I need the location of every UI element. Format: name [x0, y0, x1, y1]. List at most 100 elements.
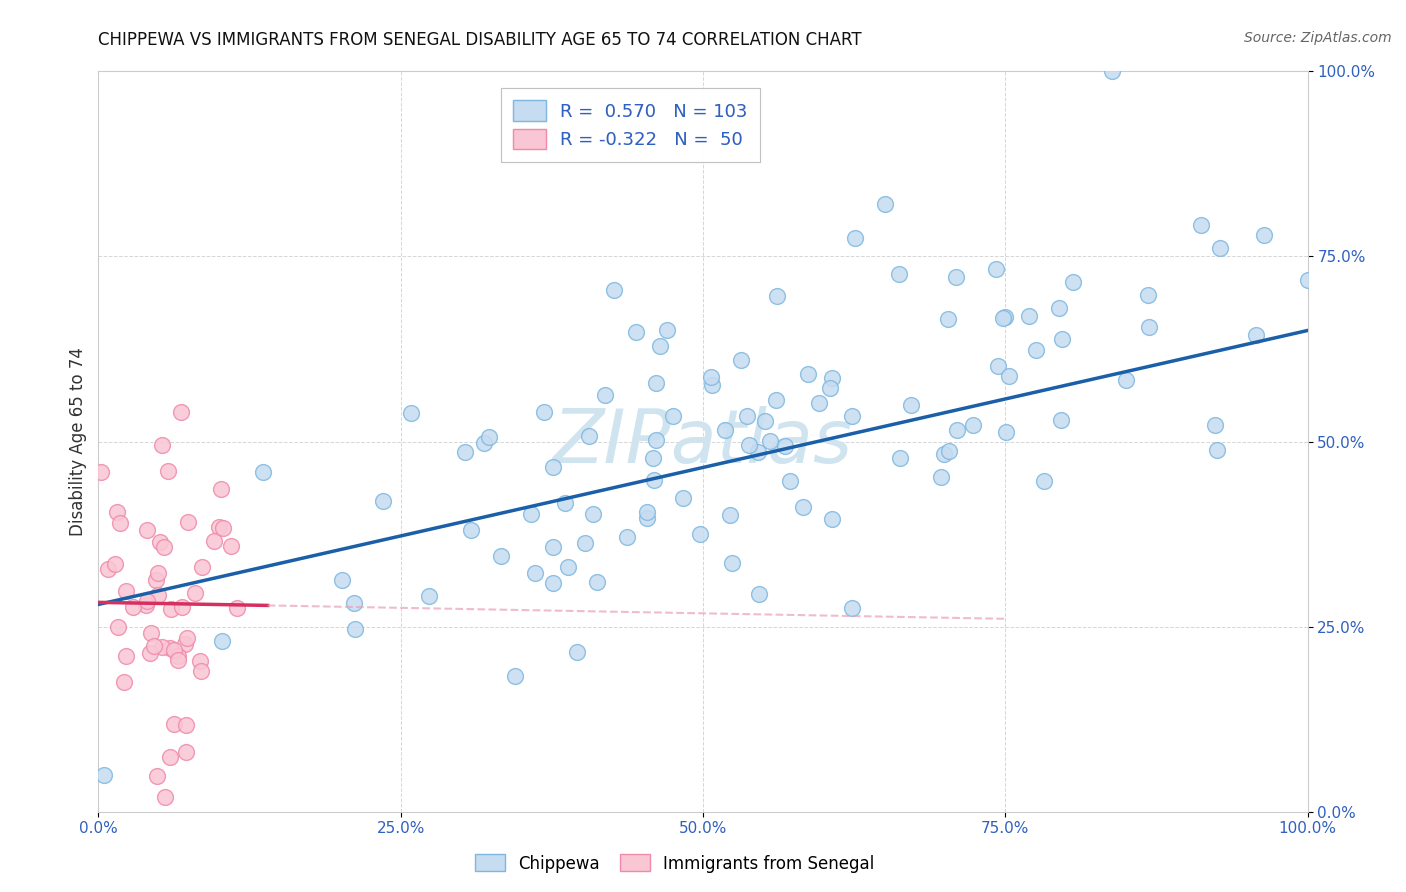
Point	[136, 593, 159, 607]
Point	[578, 429, 600, 443]
Point	[672, 491, 695, 505]
Point	[153, 540, 176, 554]
Point	[1047, 301, 1070, 315]
Point	[946, 423, 969, 437]
Point	[616, 530, 638, 544]
Point	[738, 438, 761, 452]
Point	[759, 434, 782, 449]
Point	[889, 267, 911, 281]
Point	[932, 447, 955, 461]
Point	[1018, 309, 1040, 323]
Point	[1052, 333, 1074, 347]
Point	[146, 769, 169, 783]
Point	[174, 637, 197, 651]
Point	[779, 474, 801, 488]
Point	[143, 640, 166, 654]
Point	[718, 508, 741, 523]
Point	[662, 409, 685, 423]
Point	[159, 602, 181, 616]
Point	[962, 417, 984, 432]
Point	[1205, 442, 1227, 457]
Y-axis label: Disability Age 65 to 74: Disability Age 65 to 74	[69, 347, 87, 536]
Point	[104, 557, 127, 571]
Point	[177, 516, 200, 530]
Point	[818, 381, 841, 395]
Point	[541, 460, 564, 475]
Point	[159, 750, 181, 764]
Point	[167, 653, 190, 667]
Point	[190, 654, 212, 668]
Point	[343, 622, 366, 636]
Point	[765, 392, 787, 407]
Point	[93, 767, 115, 781]
Point	[533, 405, 555, 419]
Point	[586, 574, 609, 589]
Point	[641, 451, 664, 466]
Point	[1050, 412, 1073, 426]
Point	[643, 473, 665, 487]
Text: Source: ZipAtlas.com: Source: ZipAtlas.com	[1244, 31, 1392, 45]
Point	[153, 789, 176, 804]
Point	[574, 536, 596, 550]
Point	[986, 262, 1008, 277]
Point	[157, 464, 180, 478]
Point	[807, 396, 830, 410]
Point	[90, 465, 112, 479]
Point	[998, 369, 1021, 384]
Point	[139, 626, 162, 640]
Point	[174, 718, 197, 732]
Point	[700, 370, 723, 384]
Point	[219, 539, 242, 553]
Point	[900, 399, 922, 413]
Point	[766, 289, 789, 303]
Point	[582, 508, 605, 522]
Point	[418, 590, 440, 604]
Point	[987, 359, 1010, 374]
Point	[212, 521, 235, 535]
Point	[211, 633, 233, 648]
Point	[149, 535, 172, 549]
Point	[176, 631, 198, 645]
Point	[399, 406, 422, 420]
Point	[252, 466, 274, 480]
Text: ZIPatlas: ZIPatlas	[553, 406, 853, 477]
Point	[478, 430, 501, 444]
Point	[754, 414, 776, 428]
Point	[107, 620, 129, 634]
Point	[489, 549, 512, 564]
Point	[115, 583, 138, 598]
Point	[796, 367, 818, 381]
Point	[1137, 319, 1160, 334]
Point	[176, 745, 198, 759]
Point	[226, 601, 249, 615]
Point	[644, 434, 666, 448]
Point	[700, 378, 723, 392]
Point	[209, 482, 232, 496]
Point	[343, 597, 366, 611]
Point	[938, 311, 960, 326]
Point	[163, 643, 186, 657]
Point	[841, 600, 863, 615]
Point	[145, 573, 167, 587]
Point	[541, 541, 564, 555]
Point	[136, 523, 159, 537]
Point	[554, 496, 576, 510]
Point	[152, 640, 174, 655]
Point	[994, 425, 1017, 439]
Point	[938, 443, 960, 458]
Point	[1137, 288, 1160, 302]
Point	[648, 339, 671, 353]
Point	[636, 505, 658, 519]
Legend: Chippewa, Immigrants from Senegal: Chippewa, Immigrants from Senegal	[468, 847, 882, 880]
Point	[1253, 228, 1275, 243]
Point	[519, 508, 541, 522]
Point	[689, 527, 711, 541]
Point	[844, 231, 866, 245]
Point	[735, 409, 758, 424]
Point	[655, 323, 678, 337]
Point	[1101, 64, 1123, 78]
Point	[730, 353, 752, 368]
Point	[191, 559, 214, 574]
Point	[602, 283, 624, 297]
Point	[105, 505, 128, 519]
